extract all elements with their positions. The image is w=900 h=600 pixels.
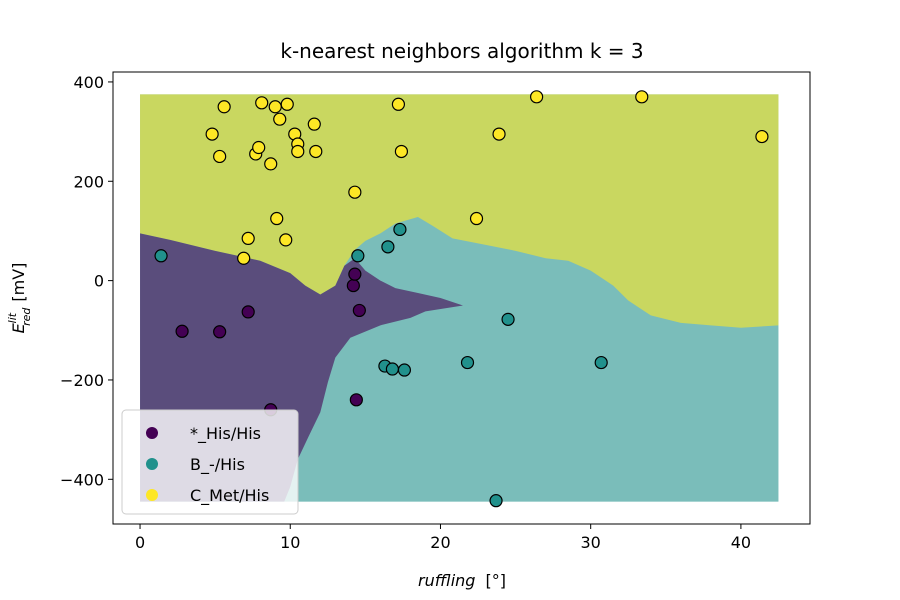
data-points — [154, 90, 769, 508]
data-point-series-1 — [460, 355, 475, 370]
y-axis-label-sub: red — [20, 307, 33, 326]
data-point-series-2 — [270, 211, 284, 226]
data-point-series-2 — [307, 117, 321, 131]
data-point-series-0 — [346, 278, 360, 293]
data-point-series-2 — [252, 140, 266, 155]
data-point-series-0 — [349, 393, 363, 407]
legend-marker — [146, 458, 158, 470]
data-point-series-1 — [501, 312, 515, 326]
y-tick-label: 0 — [94, 272, 104, 291]
data-point-series-2 — [241, 231, 255, 245]
data-point-series-2 — [469, 211, 484, 226]
data-point-series-2 — [280, 97, 294, 111]
legend-label: *_His/His — [190, 424, 261, 444]
y-axis-label-text: Elitred [mV] — [6, 263, 33, 334]
data-point-series-0 — [352, 303, 366, 318]
data-point-series-2 — [394, 144, 409, 159]
x-tick-label: 0 — [135, 533, 145, 552]
x-tick-label: 30 — [581, 533, 601, 552]
data-point-series-2 — [273, 112, 287, 126]
data-point-series-1 — [397, 363, 412, 377]
legend-label: C_Met/His — [190, 486, 269, 506]
y-axis-label-unit: [mV] — [9, 263, 28, 302]
data-point-series-2 — [205, 127, 219, 141]
plot-frame — [112, 71, 811, 525]
data-point-series-0 — [241, 305, 255, 319]
legend-label: B_-/His — [190, 455, 245, 475]
y-axis-ticks: −400 −200 0 200 400 — [60, 73, 113, 489]
data-point-series-0 — [348, 267, 362, 281]
legend: *_His/His B_-/His C_Met/His — [121, 409, 299, 515]
data-point-series-2 — [291, 144, 305, 159]
y-tick-label: −200 — [60, 371, 104, 390]
x-tick-label: 10 — [280, 533, 300, 552]
data-point-series-2 — [264, 157, 278, 171]
y-axis-label-sup: lit — [6, 312, 19, 323]
legend-items: *_His/His B_-/His C_Met/His — [146, 424, 269, 506]
x-axis-label-name: ruffling — [418, 571, 475, 590]
data-point-series-2 — [635, 90, 649, 104]
data-point-series-1 — [594, 355, 608, 370]
x-axis-label: ruffling [°] — [418, 571, 506, 590]
data-point-series-2 — [755, 129, 769, 144]
x-axis-label-unit: [°] — [486, 571, 506, 590]
data-point-series-1 — [489, 494, 503, 508]
data-point-series-0 — [213, 325, 227, 339]
data-point-series-2 — [391, 97, 406, 111]
y-axis-label-main: E — [9, 322, 28, 333]
legend-box — [121, 409, 299, 515]
y-axis-label: Elitred [mV] — [6, 263, 33, 334]
data-point-series-2 — [255, 96, 269, 110]
x-axis-ticks: 0 10 20 30 40 — [135, 524, 751, 552]
legend-marker — [146, 489, 158, 501]
data-point-series-0 — [175, 324, 189, 338]
x-tick-label: 40 — [731, 533, 751, 552]
data-point-series-2 — [279, 233, 293, 247]
data-point-series-2 — [268, 100, 282, 114]
data-point-series-1 — [154, 249, 168, 263]
chart-title: k-nearest neighbors algorithm k = 3 — [280, 39, 643, 63]
data-point-series-2 — [492, 127, 506, 141]
y-tick-label: 400 — [73, 73, 104, 92]
data-point-series-2 — [237, 251, 251, 265]
data-point-series-2 — [530, 90, 544, 104]
data-point-series-1 — [385, 362, 400, 376]
data-point-series-2 — [213, 149, 227, 164]
data-point-series-1 — [381, 240, 395, 254]
y-tick-label: −400 — [60, 470, 104, 489]
data-point-series-2 — [348, 185, 362, 199]
y-tick-label: 200 — [73, 172, 104, 191]
data-point-series-2 — [217, 100, 231, 114]
x-tick-label: 20 — [430, 533, 450, 552]
data-point-series-2 — [309, 144, 323, 159]
data-point-series-1 — [393, 222, 407, 237]
legend-marker — [146, 427, 158, 439]
data-point-series-1 — [351, 249, 365, 263]
